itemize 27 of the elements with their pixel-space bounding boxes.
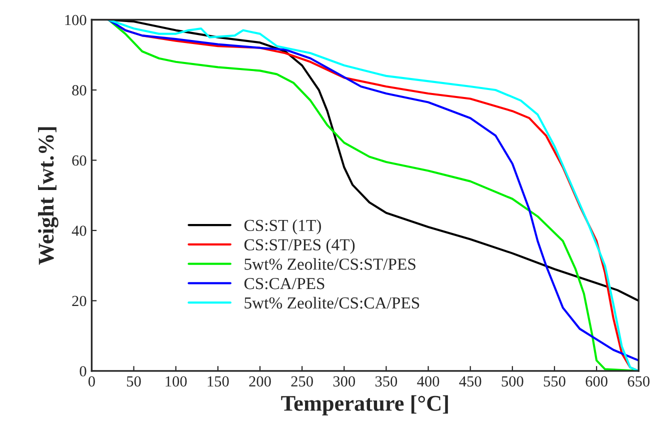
legend-label: 5wt% Zeolite/CS:ST/PES [244,258,416,270]
y-axis-title: Weight [wt.%] [38,127,58,265]
x-tick-label: 550 [544,376,566,387]
x-tick-label: 150 [208,376,229,387]
x-tick-label: 50 [127,376,141,387]
x-tick-label: 350 [375,376,398,387]
x-tick-label: 450 [459,376,482,387]
x-axis-title: Temperature [°C] [281,395,448,416]
x-tick-label: 250 [291,376,313,387]
x-tick-label: 0 [88,376,95,387]
x-tick-label: 650 [628,376,650,387]
y-tick-label: 0 [80,366,86,376]
legend-label: CS:ST/PES (4T) [244,238,355,254]
y-tick-label: 40 [72,226,86,236]
x-tick-label: 400 [417,376,440,387]
x-tick-label: 500 [502,376,524,387]
y-tick-label: 80 [72,85,86,96]
legend-label: CS:CA/PES [244,278,324,290]
x-tick-label: 600 [586,376,608,387]
x-tick-label: 300 [333,376,356,387]
y-tick-label: 60 [72,155,86,166]
x-tick-label: 100 [166,376,187,387]
y-tick-label: 20 [72,296,86,306]
y-tick-label: 100 [65,14,86,26]
x-tick-label: 200 [249,376,271,387]
legend-label: 5wt% Zeolite/CS:CA/PES [244,296,420,309]
legend-label: CS:ST (1T) [244,219,321,234]
